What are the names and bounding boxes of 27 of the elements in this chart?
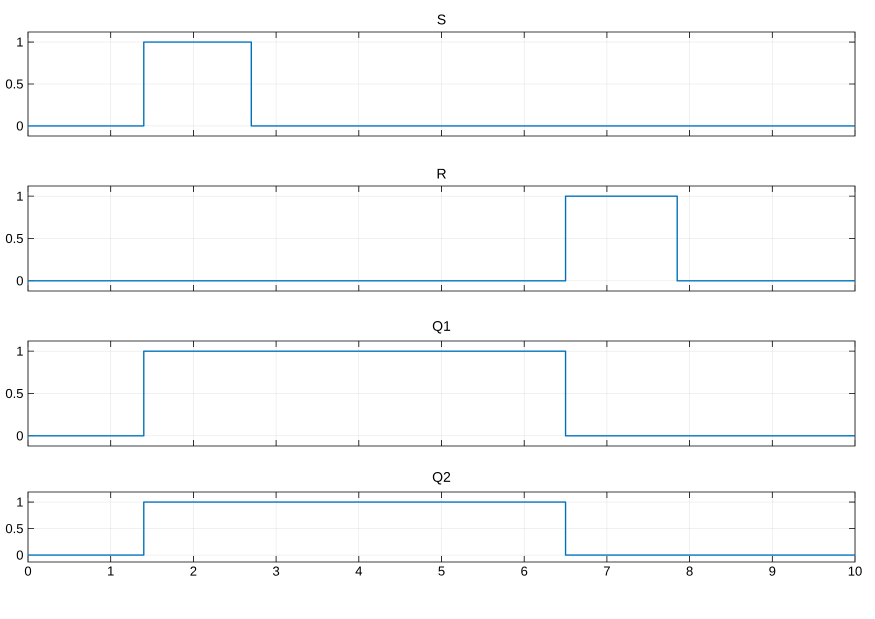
x-tick-label: 2 xyxy=(190,566,196,576)
x-tick-label: 3 xyxy=(272,566,280,576)
chart-title: R xyxy=(438,168,446,178)
y-tick-label: 0.5 xyxy=(6,524,23,534)
x-tick-label: 9 xyxy=(769,566,776,576)
y-tick-label: 0.5 xyxy=(6,234,23,244)
y-tick-label: 1 xyxy=(17,38,23,47)
x-tick-label: 8 xyxy=(686,566,693,576)
y-tick-label: 0 xyxy=(16,276,23,286)
y-tick-label: 0.5 xyxy=(6,79,23,89)
y-tick-label: 0 xyxy=(16,431,23,440)
chart-title: S xyxy=(437,14,446,24)
x-tick-label: 10 xyxy=(848,566,862,576)
y-tick-label: 1 xyxy=(17,346,23,356)
x-tick-label: 6 xyxy=(521,566,528,576)
y-tick-label: 1 xyxy=(17,192,23,201)
y-tick-label: 1 xyxy=(17,498,23,507)
chart-title: Q1 xyxy=(432,321,450,334)
x-tick-label: 7 xyxy=(604,566,610,576)
y-tick-label: 0 xyxy=(16,121,23,131)
x-tick-label: 0 xyxy=(24,566,32,576)
chart-title: Q2 xyxy=(432,472,450,484)
y-tick-label: 0 xyxy=(16,550,23,560)
x-tick-label: 4 xyxy=(355,566,362,576)
x-tick-label: 5 xyxy=(438,566,445,576)
y-tick-label: 0.5 xyxy=(6,388,23,398)
x-tick-label: 1 xyxy=(108,566,114,576)
